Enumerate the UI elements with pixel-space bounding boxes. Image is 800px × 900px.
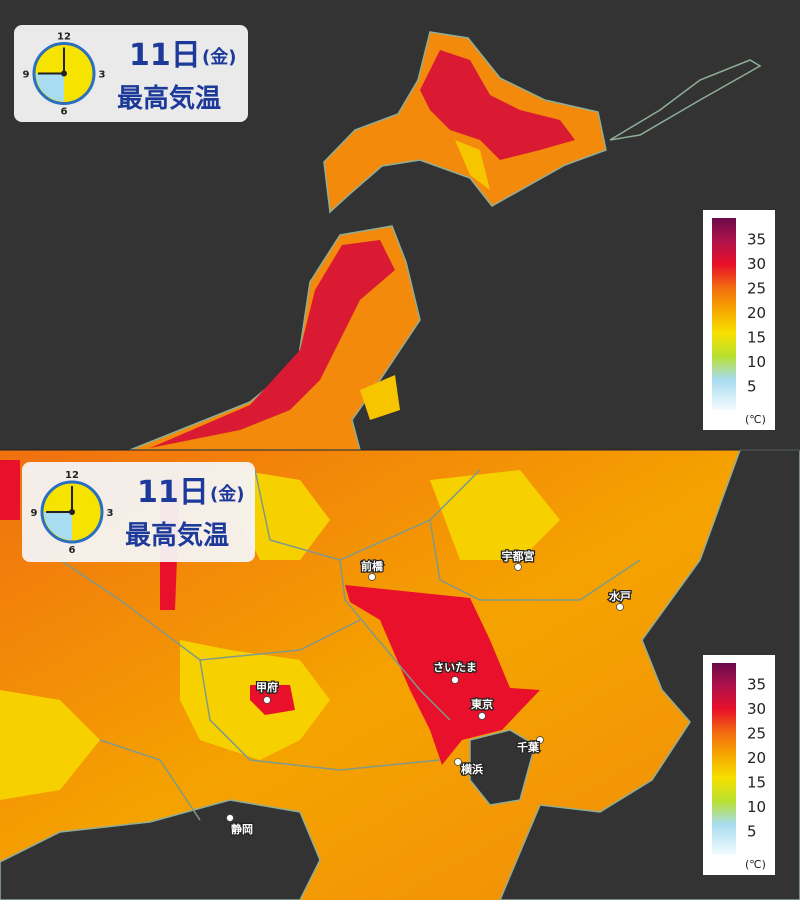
city-label: 東京 [471,697,493,711]
clock-number: 9 [31,508,38,519]
clock-number: 6 [61,107,68,118]
legend: 35 30 25 20 15 10 5 (℃) [703,655,775,875]
panel: 12 3 6 9 11日 (金) 最高気温 35 30 25 20 15 10 5 (℃) 前橋 宇都宮水戸さい… [22,462,775,875]
legend-label: 15 [747,329,766,347]
clock-center [69,509,75,515]
clock-number: 12 [57,32,71,43]
clock-center [61,70,67,77]
city-dot [226,814,234,822]
legend-label: 30 [747,700,766,718]
clock-number: 12 [65,470,79,481]
header-title: 最高気温 [117,83,221,114]
city-label: 千葉 [517,740,540,754]
header-card: 12 3 6 9 11日 (金) 最高気温 [14,25,248,122]
legend-label: 10 [747,798,766,816]
legend-label: 35 [747,676,766,694]
legend-label: 5 [747,823,757,841]
header-weekday: (金) [202,46,236,68]
city-label: 宇都宮 [502,549,535,563]
legend: 35 30 25 20 15 10 5 (℃) [703,210,775,430]
clock-number: 6 [69,545,76,556]
legend-label: 20 [747,749,766,767]
city-dot [368,573,376,581]
city-label: 甲府 [256,680,278,694]
city-dot [454,758,462,766]
legend-label: 35 [747,231,766,249]
city-dot [478,712,486,720]
clock-number: 9 [23,70,30,81]
city-label: 前橋 [361,559,384,573]
city-dot [263,696,271,704]
legend-label: 10 [747,353,766,371]
clock-number: 3 [107,508,114,519]
legend-scale [712,663,736,855]
header-day: 11日 [137,475,209,510]
header-day: 11日 [129,38,201,73]
legend-label: 25 [747,725,766,743]
city-dot [451,676,459,684]
legend-unit: (℃) [745,858,766,871]
legend-label: 25 [747,280,766,298]
header-weekday: (金) [210,483,244,505]
clock-number: 3 [99,70,106,81]
city-dot [514,563,522,571]
panel: 12 3 6 9 11日 (金) 最高気温 35 30 25 20 15 10 5 (℃) [14,25,775,430]
legend-label: 5 [747,378,757,396]
legend-scale [712,218,736,410]
city-label: 静岡 [231,822,253,836]
clock-elapsed [44,512,72,540]
city-dot [616,603,624,611]
city-label: 横浜 [461,762,483,776]
legend-label: 30 [747,255,766,273]
clock-elapsed [36,73,64,102]
city-label: さいたま [433,661,477,674]
legend-label: 15 [747,774,766,792]
header-title: 最高気温 [125,520,229,551]
legend-label: 20 [747,304,766,322]
legend-unit: (℃) [745,413,766,426]
city-label: 水戸 [608,589,631,603]
header-card: 12 3 6 9 11日 (金) 最高気温 [22,462,255,562]
city-dot [536,736,544,744]
